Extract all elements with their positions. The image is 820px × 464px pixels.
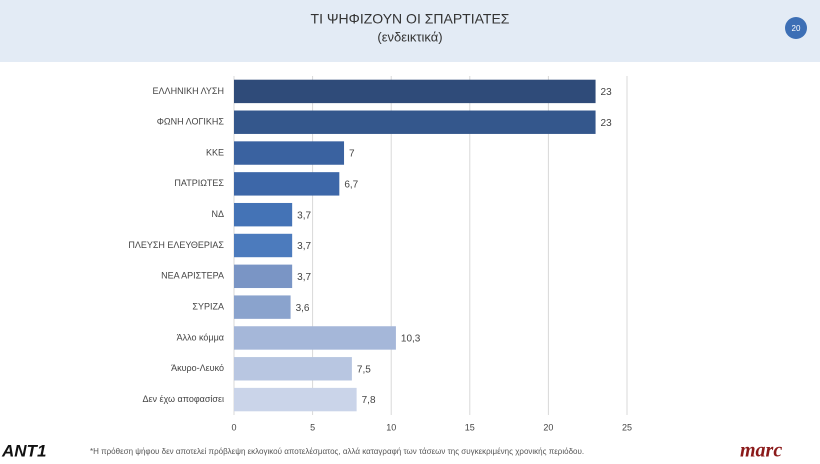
bar bbox=[234, 202, 293, 227]
x-tick-label: 20 bbox=[543, 422, 553, 432]
value-label: 23 bbox=[601, 118, 613, 129]
value-label: 6,7 bbox=[344, 180, 358, 191]
bar bbox=[234, 357, 352, 381]
y-tick-label: ΝΔ bbox=[211, 209, 224, 219]
x-tick-label: 15 bbox=[465, 422, 475, 432]
y-tick-label: ΠΑΤΡΙΩΤΕΣ bbox=[174, 178, 224, 188]
value-label: 3,7 bbox=[297, 272, 311, 283]
x-tick-label: 0 bbox=[231, 422, 236, 432]
value-label: 7,5 bbox=[357, 364, 371, 375]
bar bbox=[234, 110, 596, 134]
chart-title: ΤΙ ΨΗΦΙΖΟΥΝ ΟΙ ΣΠΑΡΤΙΑΤΕΣ bbox=[311, 11, 510, 27]
chart-subtitle: (ενδεικτικά) bbox=[377, 29, 442, 44]
y-tick-label: ΕΛΛΗΝΙΚΗ ΛΥΣΗ bbox=[153, 86, 224, 96]
y-tick-label: ΦΩΝΗ ΛΟΓΙΚΗΣ bbox=[157, 117, 225, 127]
value-label: 23 bbox=[601, 87, 613, 98]
bar bbox=[234, 233, 293, 258]
bar bbox=[234, 326, 396, 350]
value-label: 3,6 bbox=[296, 303, 310, 314]
x-tick-label: 10 bbox=[386, 422, 396, 432]
y-tick-label: ΚΚΕ bbox=[206, 147, 224, 157]
bar bbox=[234, 295, 291, 319]
header-band bbox=[0, 0, 820, 62]
y-tick-label: ΣΥΡΙΖΑ bbox=[192, 302, 224, 312]
value-label: 10,3 bbox=[401, 334, 421, 345]
value-label: 3,7 bbox=[297, 210, 311, 221]
bar bbox=[234, 141, 345, 165]
page-number: 20 bbox=[792, 24, 801, 33]
value-label: 7 bbox=[349, 149, 355, 160]
bar bbox=[234, 79, 596, 104]
page-badge bbox=[785, 17, 807, 39]
value-label: 3,7 bbox=[297, 241, 311, 252]
bar bbox=[234, 387, 357, 412]
y-tick-label: Δεν έχω αποφασίσει bbox=[143, 394, 225, 404]
bar bbox=[234, 172, 340, 196]
ant1-logo: ANT1 bbox=[1, 441, 46, 460]
y-tick-label: Άκυρο-Λευκό bbox=[171, 363, 224, 373]
x-tick-label: 5 bbox=[310, 422, 315, 432]
x-tick-label: 25 bbox=[622, 422, 632, 432]
marc-logo: marc bbox=[740, 440, 782, 462]
footnote: *Η πρόθεση ψήφου δεν αποτελεί πρόβλεψη ε… bbox=[90, 447, 584, 456]
value-label: 7,8 bbox=[362, 395, 376, 406]
y-tick-label: Άλλο κόμμα bbox=[177, 332, 224, 342]
y-tick-label: ΝΕΑ ΑΡΙΣΤΕΡΑ bbox=[161, 271, 224, 281]
y-tick-label: ΠΛΕΥΣΗ ΕΛΕΥΘΕΡΙΑΣ bbox=[128, 240, 224, 250]
bar bbox=[234, 264, 293, 289]
